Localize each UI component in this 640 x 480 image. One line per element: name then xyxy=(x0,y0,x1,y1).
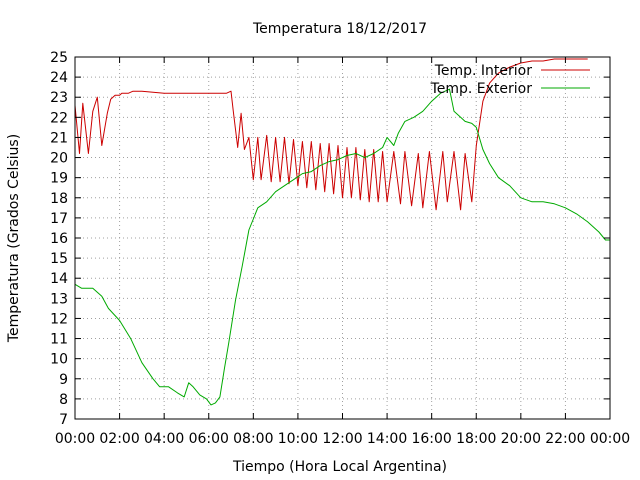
legend-label-exterior: Temp. Exterior xyxy=(430,81,533,97)
x-tick-label: 10:00 xyxy=(278,431,318,447)
y-tick-label: 16 xyxy=(50,231,68,247)
x-tick-label: 20:00 xyxy=(501,431,541,447)
legend-label-interior: Temp. Interior xyxy=(434,63,533,79)
y-tick-label: 18 xyxy=(50,191,68,207)
y-tick-label: 8 xyxy=(59,392,68,408)
x-tick-labels: 00:00 02:00 04:00 06:00 08:00 10:00 12:00 14:00… xyxy=(55,431,630,447)
x-tick-label: 04:00 xyxy=(144,431,184,447)
x-tick-label: 18:00 xyxy=(456,431,496,447)
y-tick-label: 17 xyxy=(50,211,68,227)
x-tick-label: 02:00 xyxy=(99,431,139,447)
x-tick-label: 12:00 xyxy=(322,431,362,447)
x-tick-label: 06:00 xyxy=(189,431,229,447)
y-tick-label: 22 xyxy=(50,110,68,126)
series-line-interior xyxy=(74,58,588,211)
chart-title: Temperatura 18/12/2017 xyxy=(252,21,427,37)
y-tick-label: 21 xyxy=(50,130,68,146)
series-line-exterior xyxy=(74,88,610,406)
x-tick-label: 22:00 xyxy=(545,431,585,447)
y-tick-label: 11 xyxy=(50,332,68,348)
series-layer xyxy=(74,58,610,406)
x-tick-label: 16:00 xyxy=(411,431,451,447)
y-tick-label: 20 xyxy=(50,151,68,167)
y-tick-label: 13 xyxy=(50,291,68,307)
y-tick-label: 10 xyxy=(50,352,68,368)
grid-lines xyxy=(75,57,610,419)
y-tick-label: 15 xyxy=(50,251,68,267)
y-tick-label: 14 xyxy=(50,271,68,287)
x-tick-label: 08:00 xyxy=(233,431,273,447)
y-tick-label: 19 xyxy=(50,171,68,187)
y-tick-label: 12 xyxy=(50,311,68,327)
x-tick-label: 00:00 xyxy=(590,431,630,447)
y-tick-label: 25 xyxy=(50,50,68,66)
y-tick-label: 7 xyxy=(59,412,68,428)
y-tick-label: 9 xyxy=(59,372,68,388)
x-axis-label: Tiempo (Hora Local Argentina) xyxy=(232,459,447,475)
legend: Temp. Interior Temp. Exterior xyxy=(430,63,590,97)
y-tick-labels: 7 8 9 10 11 12 13 14 15 16 17 18 19 20 21 22 23 24 25 xyxy=(50,50,68,428)
axis-ticks xyxy=(74,56,611,420)
x-tick-label: 14:00 xyxy=(367,431,407,447)
y-tick-label: 24 xyxy=(50,70,68,86)
y-tick-label: 23 xyxy=(50,90,68,106)
y-axis-label: Temperatura (Grados Celsius) xyxy=(6,134,22,343)
x-tick-label: 00:00 xyxy=(55,431,95,447)
